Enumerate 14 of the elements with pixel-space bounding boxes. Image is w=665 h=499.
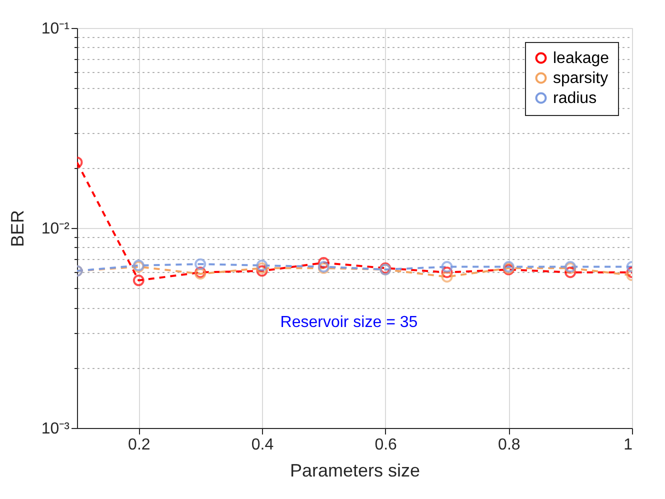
y-tick-label: 10⁻¹ <box>41 20 70 38</box>
legend-label: sparsity <box>553 70 608 87</box>
legend-label: leakage <box>553 50 610 67</box>
x-tick-label: 0.2 <box>128 436 150 454</box>
x-tick-label: 0.6 <box>374 436 398 454</box>
x-tick-label: 0.8 <box>498 436 520 454</box>
annotation: Reservoir size = 35 <box>280 314 418 331</box>
x-axis-title: Parameters size <box>290 460 420 480</box>
y-tick-label: 10⁻² <box>41 220 70 238</box>
y-axis-title: BER <box>7 210 28 248</box>
x-tick-label: 1 <box>624 436 633 454</box>
x-tick-label: 0.4 <box>251 436 274 454</box>
legend-label: radius <box>553 90 597 107</box>
y-tick-label: 10⁻³ <box>41 420 70 438</box>
